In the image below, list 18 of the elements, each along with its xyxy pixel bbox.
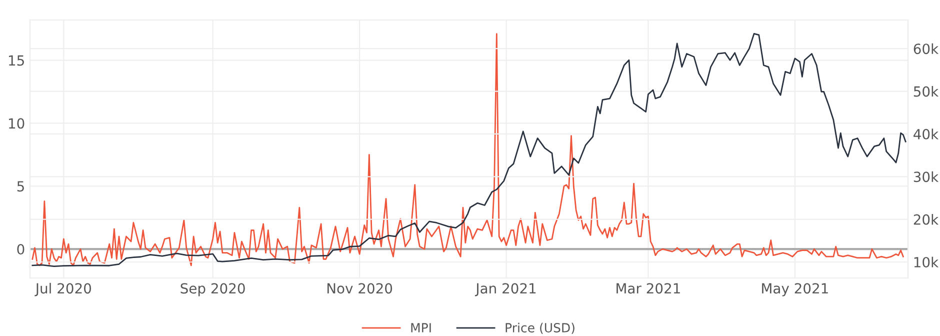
x-tick-label: Sep 2020 <box>180 283 245 296</box>
legend-label: Price (USD) <box>506 322 574 334</box>
x-tick-label: Nov 2020 <box>327 283 392 294</box>
y-tick-label: 0 <box>17 244 24 255</box>
y2-tick-label: 10k <box>914 256 939 268</box>
y-tick-label: 5 <box>17 181 24 192</box>
y2-tick-label: 20k <box>914 214 939 225</box>
y2-tick-label: 40k <box>914 128 939 140</box>
x-tick-label: Mar 2021 <box>616 283 680 294</box>
y2-tick-label: 60k <box>914 43 939 54</box>
y2-tick-label: 50k <box>914 86 939 97</box>
x-tick-label: May 2021 <box>762 283 828 296</box>
y2-tick-label: 30k <box>914 171 939 182</box>
x-tick-label: Jan 2021 <box>474 283 536 296</box>
legend-label: MPI <box>411 323 431 332</box>
y-tick-label: 10 <box>8 118 24 129</box>
x-tick-label: Jul 2020 <box>34 282 92 296</box>
y-tick-label: 15 <box>8 55 24 66</box>
